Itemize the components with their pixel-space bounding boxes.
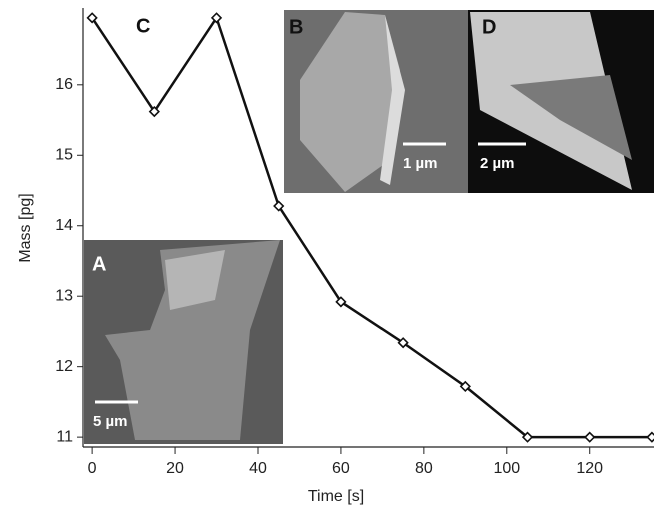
x-tick-label: 100 — [493, 460, 520, 477]
data-line — [91, 16, 652, 439]
x-tick-label: 40 — [249, 460, 267, 477]
x-tick-label: 60 — [332, 460, 350, 477]
x-tick-label: 120 — [576, 460, 603, 477]
inset-d — [468, 10, 654, 193]
data-point — [459, 380, 471, 393]
x-axis-label: Time [s] — [308, 488, 364, 505]
x-tick-label: 80 — [415, 460, 433, 477]
x-tick-label: 0 — [88, 460, 97, 477]
scale-label: 2 µm — [480, 155, 515, 172]
y-axis-label: Mass [pg] — [17, 193, 34, 262]
inset-a — [84, 240, 283, 444]
y-tick-label: 14 — [55, 217, 73, 234]
data-point — [521, 431, 534, 443]
inset-label: C — [136, 15, 150, 37]
data-point — [646, 431, 654, 443]
data-point — [584, 431, 596, 443]
y-tick-label: 12 — [55, 358, 73, 375]
y-tick-label: 13 — [55, 287, 73, 304]
scale-label: 1 µm — [403, 155, 438, 172]
data-point — [86, 12, 98, 24]
scale-label: 5 µm — [93, 413, 128, 430]
inset-label: A — [92, 253, 106, 275]
data-point — [397, 337, 409, 349]
data-point — [210, 12, 223, 24]
data-point — [148, 105, 160, 118]
y-tick-label: 16 — [55, 76, 73, 93]
data-point — [335, 296, 347, 308]
inset-b — [284, 10, 468, 193]
data-point — [273, 200, 285, 212]
inset-label: D — [482, 16, 496, 38]
inset-label: B — [289, 16, 303, 38]
x-tick-label: 20 — [166, 460, 184, 477]
y-tick-label: 11 — [56, 428, 73, 445]
y-tick-label: 15 — [55, 146, 73, 163]
